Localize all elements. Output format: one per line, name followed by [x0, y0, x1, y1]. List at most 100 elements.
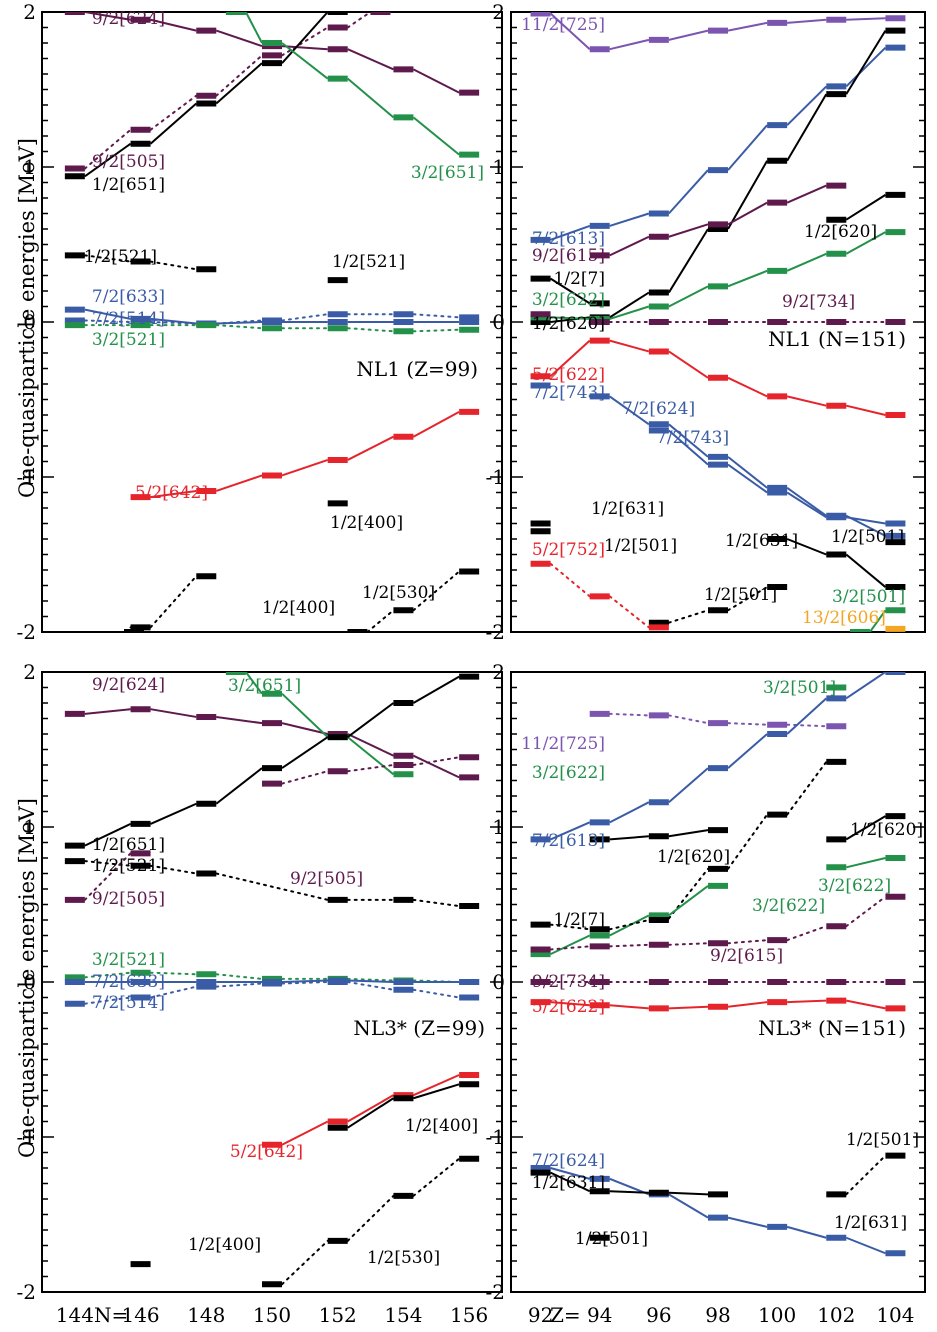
- level-label: 9/2[734]: [782, 292, 855, 312]
- level-label: 11/2[725]: [521, 734, 605, 754]
- level-label: 1/2[501]: [831, 527, 904, 547]
- series-connector-7-2-743-: [668, 429, 709, 466]
- series-connector-7-2-514-: [83, 319, 132, 323]
- series-connector-1-2-631-: [845, 1154, 887, 1196]
- level-label: 1/2[631]: [532, 1173, 605, 1193]
- level-label: 5/2[622]: [532, 365, 605, 385]
- series-connector-11-2-725-: [786, 723, 828, 728]
- series-connector-5-2-642-: [281, 459, 329, 477]
- series-connector-3-2-622-: [609, 305, 650, 320]
- series-connector-7-2-613-: [786, 85, 827, 126]
- level-label: 1/2[501]: [575, 1229, 648, 1249]
- series-connector-11-2-725-: [667, 714, 709, 725]
- series-connector-5-2-622-: [727, 1001, 768, 1008]
- x-tick-label: 150: [253, 1303, 291, 1327]
- series-connector-1-2-620-: [727, 813, 769, 870]
- x-tick-label: 104: [876, 1303, 914, 1327]
- series-connector-5-2-622-: [727, 376, 768, 398]
- series-connector-7-2-624-: [845, 1236, 886, 1255]
- y-tick-label: 2: [492, 660, 505, 684]
- series-connector-7-2-633-: [150, 317, 197, 325]
- level-label: 1/2[521]: [332, 252, 405, 272]
- series-connector-5-2-642-: [412, 411, 460, 438]
- series-connector-7-2-514-: [281, 981, 329, 985]
- panel-bottom-right: -2 -1 0 1 2 92 94 96 98 100 102 104 3/2[501] 11/2[725…: [486, 660, 926, 1327]
- series-connector-3-2-521-: [346, 327, 395, 333]
- series-connector-5-2-622-: [668, 1005, 709, 1010]
- series-connector-1-2-651-: [150, 802, 197, 825]
- level-label: 1/2[631]: [725, 531, 798, 551]
- y-tick-label: -2: [486, 620, 505, 644]
- series-connector-5-2-642-: [150, 489, 197, 499]
- series-connector-1-2-7-: [608, 919, 650, 931]
- series-connector-7-2-613-: [668, 767, 709, 803]
- x-tick-label: 96: [646, 1303, 671, 1327]
- y-tick-label: 2: [23, 660, 36, 684]
- series-connector-7-2-613-: [550, 821, 591, 841]
- level-label: 1/2[400]: [405, 1116, 478, 1136]
- level-label: 7/2[514]: [92, 309, 165, 329]
- series-connector-5-2-622-: [846, 404, 886, 416]
- level-label: 1/2[400]: [330, 513, 403, 533]
- series-connector-1-2-620-: [609, 291, 650, 319]
- y-tick-label: -1: [486, 1125, 505, 1149]
- series-connector-5-2-622-: [786, 395, 827, 407]
- series-group: [530, 672, 906, 1257]
- series-connector-5-2-642-: [413, 1074, 460, 1097]
- series-connector-7-2-624-: [550, 1167, 590, 1180]
- series-connector-3-2-521-: [83, 971, 132, 979]
- level-label: 1/2[631]: [834, 1213, 907, 1233]
- series-connector-1-2-620-: [668, 829, 709, 838]
- series-connector-1-2-620-: [845, 194, 886, 221]
- series-connector-9-2-624-: [281, 722, 328, 735]
- series-connector-7-2-514-: [346, 981, 395, 991]
- panel-title: NL3* (N=151): [758, 1016, 906, 1040]
- series-connector-7-2-514-: [281, 313, 329, 322]
- level-label: 1/2[651]: [92, 835, 165, 855]
- level-label: 1/2[501]: [846, 1130, 919, 1150]
- series-connector-7-2-514-: [149, 985, 198, 999]
- series-connector-7-2-743-: [846, 516, 886, 525]
- series-connector-5-2-622-: [787, 999, 827, 1004]
- series-connector-9-2-615-: [668, 223, 709, 238]
- series-connector-3-2-521-: [215, 973, 263, 980]
- y-tick-label: 1: [23, 155, 36, 179]
- series-connector-7-2-613-: [609, 801, 650, 824]
- series-connector-7-2-613-: [845, 46, 887, 88]
- series-connector-5-2-642-: [347, 1094, 394, 1123]
- series-connector-9-2-615-: [667, 942, 709, 946]
- y-tick-label: 2: [23, 0, 36, 24]
- series-connector-7-2-514-: [412, 988, 461, 999]
- level-label: 1/2[620]: [532, 314, 605, 334]
- level-label: 9/2[615]: [532, 246, 605, 266]
- level-label: 1/2[7]: [554, 269, 605, 289]
- y-tick-label: -2: [17, 620, 36, 644]
- level-label: 1/2[400]: [188, 1235, 261, 1255]
- y-tick-label: 0: [23, 970, 36, 994]
- level-label: 3/2[651]: [228, 676, 301, 696]
- series-connector-9-2-624-: [150, 18, 197, 32]
- level-label: 7/2[613]: [532, 229, 605, 249]
- series-connector-7-2-613-: [845, 672, 886, 700]
- panel-bottom-left: -2 -1 0 1 2 144 146 148 150 152 154 156 9/2[624] 3/2[…: [17, 660, 503, 1327]
- level-label: 9/2[734]: [532, 972, 605, 992]
- series-connector-3-2-651-: [347, 77, 395, 119]
- x-tick-label: 152: [319, 1303, 357, 1327]
- series-connector-9-2-505-: [83, 128, 132, 170]
- series-connector-1-2-620-: [845, 815, 886, 841]
- series-connector-1-2-530-: [366, 609, 395, 632]
- level-label: 3/2[521]: [92, 950, 165, 970]
- series-connector-1-2-7-: [550, 277, 591, 305]
- series-connector-3-2-521-: [215, 324, 263, 330]
- series-connector-7-2-514-: [215, 319, 263, 325]
- series-connector-9-2-615-: [845, 895, 887, 928]
- series-connector-1-2-501-: [667, 609, 709, 624]
- series-connector-1-2-620-: [727, 160, 769, 230]
- series-connector-7-2-624-: [786, 1225, 827, 1239]
- level-label: 3/2[651]: [411, 163, 484, 183]
- series-connector-3-2-622-: [846, 857, 886, 869]
- series-connector-7-2-613-: [550, 224, 591, 241]
- series-connector-7-2-613-: [609, 212, 650, 227]
- x-tick-label: 94: [587, 1303, 612, 1327]
- level-label: 5/2[622]: [532, 997, 605, 1017]
